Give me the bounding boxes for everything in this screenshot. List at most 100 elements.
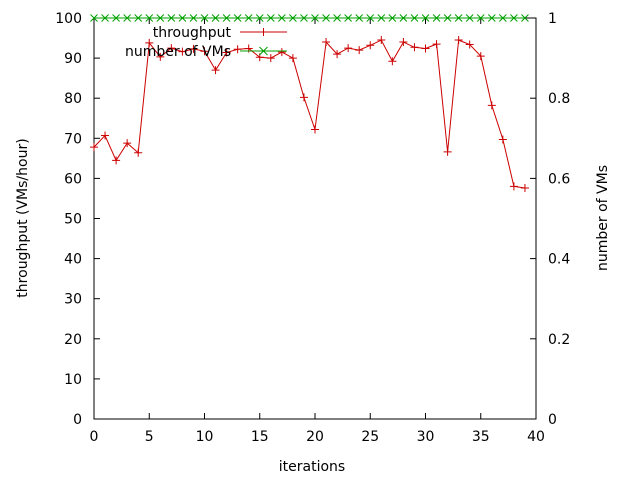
data-point-number-of-vms — [377, 14, 386, 22]
data-point-number-of-vms — [388, 14, 397, 22]
data-point-number-of-vms — [101, 14, 109, 22]
data-point-number-of-vms — [421, 14, 430, 22]
data-point-throughput — [156, 52, 165, 61]
data-point-throughput — [112, 156, 121, 165]
data-point-throughput — [277, 48, 286, 57]
data-point-number-of-vms — [90, 14, 98, 22]
y-tick-label: 10 — [64, 372, 82, 388]
y-tick-label: 50 — [64, 212, 82, 228]
data-point-throughput — [498, 135, 507, 144]
data-point-throughput — [167, 44, 176, 53]
axis-ticks: 0 5 10 15 20 25 30 35 40010203040506070809010000… — [55, 11, 570, 445]
y-tick-label: 90 — [64, 51, 82, 67]
data-point-number-of-vms — [156, 14, 165, 22]
data-point-throughput — [465, 40, 474, 49]
y-tick-label: 60 — [64, 171, 82, 187]
legend-marker-number-of-vms — [259, 46, 268, 56]
data-point-throughput — [520, 184, 529, 193]
data-point-number-of-vms — [344, 14, 353, 22]
data-point-number-of-vms — [521, 14, 529, 22]
data-point-throughput — [432, 40, 441, 49]
data-point-number-of-vms — [178, 14, 187, 22]
data-point-throughput — [189, 44, 198, 53]
data-point-throughput — [366, 41, 375, 50]
data-point-throughput — [311, 125, 319, 134]
data-point-number-of-vms — [255, 14, 264, 22]
data-point-number-of-vms — [410, 14, 419, 22]
data-point-throughput — [101, 131, 110, 140]
y-tick-label: 80 — [64, 91, 82, 107]
x-tick-label: 30 — [417, 429, 435, 445]
data-point-throughput — [344, 44, 353, 53]
data-point-number-of-vms — [112, 14, 120, 22]
data-point-number-of-vms — [366, 14, 375, 22]
x-tick-label: 15 — [251, 429, 269, 445]
data-point-throughput — [134, 148, 143, 157]
data-point-throughput — [421, 44, 430, 53]
data-point-throughput — [355, 46, 364, 55]
data-point-throughput — [509, 182, 518, 191]
data-point-number-of-vms — [244, 14, 253, 22]
y-tick-label: 30 — [64, 292, 82, 308]
legend: throughput number of VMs — [125, 25, 287, 60]
data-point-throughput — [90, 143, 98, 152]
y-tick-label: 40 — [64, 252, 82, 268]
data-point-throughput — [200, 47, 209, 56]
data-point-throughput — [299, 93, 308, 102]
data-point-throughput — [211, 66, 220, 75]
data-point-number-of-vms — [465, 14, 474, 22]
data-point-throughput — [333, 50, 342, 59]
y-tick-label: 100 — [55, 11, 82, 27]
y2-tick-label: 0.6 — [548, 171, 570, 187]
data-point-throughput — [322, 38, 331, 47]
y-axis-label: throughput (VMs/hour) — [15, 138, 31, 297]
data-point-throughput — [443, 147, 452, 156]
data-point-throughput — [233, 45, 242, 54]
data-point-throughput — [288, 54, 297, 63]
data-point-throughput — [266, 54, 275, 63]
x-tick-label: 20 — [306, 429, 324, 445]
legend-label-throughput: throughput — [153, 25, 232, 41]
y-tick-label: 0 — [73, 412, 82, 428]
data-point-throughput — [178, 47, 187, 56]
data-point-number-of-vms — [476, 14, 485, 22]
x-tick-label: 5 — [145, 429, 154, 445]
data-point-number-of-vms — [189, 14, 198, 22]
data-point-throughput — [123, 139, 132, 148]
data-point-number-of-vms — [222, 14, 231, 22]
y2-tick-label: 0.8 — [548, 91, 570, 107]
data-point-number-of-vms — [399, 14, 408, 22]
y2-tick-label: 0 — [548, 412, 557, 428]
data-point-number-of-vms — [233, 14, 242, 22]
y2-tick-label: 0.4 — [548, 252, 570, 268]
data-point-throughput — [476, 52, 485, 61]
data-point-throughput — [410, 43, 419, 52]
data-point-number-of-vms — [134, 14, 143, 22]
data-point-number-of-vms — [333, 14, 341, 22]
y2-tick-label: 0.2 — [548, 332, 570, 348]
data-point-number-of-vms — [443, 14, 452, 22]
data-point-number-of-vms — [123, 14, 132, 22]
data-point-throughput — [399, 38, 408, 47]
x-tick-label: 40 — [527, 429, 545, 445]
data-point-number-of-vms — [432, 14, 441, 22]
y2-axis-label: number of VMs — [595, 165, 611, 271]
data-point-throughput — [222, 48, 231, 57]
y-tick-label: 70 — [64, 131, 82, 147]
series-line-throughput — [93, 39, 526, 189]
data-point-throughput — [454, 36, 463, 45]
series-layer — [90, 14, 529, 193]
data-point-throughput — [487, 101, 496, 110]
data-point-number-of-vms — [454, 14, 463, 22]
y2-tick-label: 1 — [548, 11, 557, 27]
x-tick-label: 0 — [90, 429, 99, 445]
data-point-number-of-vms — [300, 14, 308, 22]
data-point-throughput — [388, 57, 397, 66]
data-point-number-of-vms — [322, 14, 330, 22]
data-point-number-of-vms — [167, 14, 176, 22]
data-point-throughput — [377, 36, 386, 45]
data-point-number-of-vms — [355, 14, 364, 22]
x-tick-label: 10 — [196, 429, 214, 445]
data-point-number-of-vms — [289, 14, 297, 22]
